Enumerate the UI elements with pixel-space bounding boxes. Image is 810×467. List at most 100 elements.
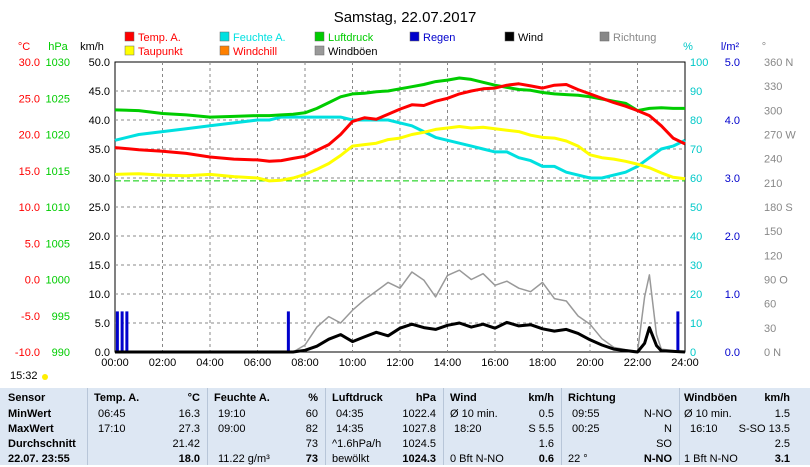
table-separator: [561, 388, 562, 465]
table-cell: 11.22 g/m³: [218, 453, 270, 465]
y-tick-label-direction: 330: [764, 81, 782, 93]
row-label-min: MinWert: [8, 408, 52, 420]
table-cell: 04:35: [336, 408, 364, 420]
x-tick-label: 22:00: [624, 357, 652, 369]
table-cell: ^1.6hPa/h: [332, 438, 382, 450]
table-unit: %: [308, 392, 318, 404]
y-tick-label-rain: 5.0: [725, 57, 740, 69]
table-cell: 73: [305, 438, 318, 450]
y-tick-label-humidity: 60: [690, 173, 702, 185]
y-tick-label-direction: 210: [764, 178, 782, 190]
table-cell: 73: [305, 453, 318, 465]
y-tick-label-pressure: 1020: [46, 130, 70, 142]
table-unit: km/h: [528, 392, 554, 404]
legend-swatch: [314, 45, 325, 56]
table-cell: SO: [656, 438, 672, 450]
current-time-label: 15:32: [10, 370, 38, 382]
x-tick-label: 10:00: [339, 357, 367, 369]
table-cell: 18:20: [454, 423, 482, 435]
y-tick-label-direction: 180 S: [764, 202, 793, 214]
chart-axes: 00:00 02:00 04:00 06:00 08:00 10:00 12:00 14:00…: [15, 41, 796, 369]
axis-unit-rain: l/m²: [721, 41, 740, 53]
y-tick-label-pressure: 1010: [46, 202, 70, 214]
x-tick-label: 12:00: [386, 357, 414, 369]
axis-unit-direction: °: [762, 41, 766, 53]
rain-bar: [115, 311, 119, 352]
y-tick-label-direction: 30: [764, 323, 776, 335]
x-tick-label: 20:00: [576, 357, 604, 369]
y-tick-label-wind: 50.0: [89, 57, 110, 69]
legend-label: Temp. A.: [138, 32, 181, 44]
x-tick-label: 24:00: [671, 357, 699, 369]
legend-label: Wind: [518, 32, 543, 44]
table-cell: 2.5: [774, 438, 790, 450]
x-tick-label: 02:00: [149, 357, 177, 369]
y-tick-label-wind: 40.0: [89, 115, 110, 127]
table-cell: 60: [305, 408, 318, 420]
table-unit: km/h: [764, 392, 790, 404]
series-line-taupunkt: [114, 125, 686, 183]
row-label-avg: Durchschnitt: [8, 438, 76, 450]
legend-label: Luftdruck: [328, 32, 374, 44]
y-tick-label-pressure: 1025: [46, 93, 70, 105]
legend-label: Regen: [423, 32, 455, 44]
plot-area: [114, 76, 686, 354]
table-cell: 1.5: [774, 408, 790, 420]
y-tick-label-humidity: 70: [690, 144, 702, 156]
table-unit: °C: [187, 392, 200, 404]
table-cell: S 5.5: [528, 423, 554, 435]
y-tick-label-rain: 2.0: [725, 231, 740, 243]
series-line-wind: [115, 320, 686, 354]
y-tick-label-pressure: 995: [52, 311, 70, 323]
table-col-pressure: Luftdruck hPa 04:35 1022.4 14:35 1027.8 ^1.…: [332, 388, 438, 465]
table-cell: 1022.4: [402, 408, 436, 420]
y-tick-label-temp: 5.0: [25, 238, 40, 250]
statistics-table: Sensor MinWert MaxWert Durchschnitt 22.0…: [0, 388, 810, 465]
table-cell: 17:10: [98, 423, 126, 435]
table-cell: 82: [305, 423, 318, 435]
y-tick-label-humidity: 80: [690, 115, 702, 127]
table-cell: 16.3: [178, 408, 200, 420]
y-tick-label-rain: 0.0: [725, 347, 740, 359]
table-separator: [87, 388, 88, 465]
y-tick-label-wind: 15.0: [89, 260, 110, 272]
y-tick-label-humidity: 40: [690, 231, 702, 243]
y-tick-label-pressure: 1005: [46, 238, 70, 250]
table-col-sensor: Sensor MinWert MaxWert Durchschnitt 22.0…: [8, 388, 86, 465]
series-line-feuchte-a-: [114, 115, 686, 180]
table-cell: N-NO: [643, 453, 672, 465]
table-cell: 06:45: [98, 408, 126, 420]
y-tick-label-wind: 20.0: [89, 231, 110, 243]
table-cell: 09:55: [572, 408, 600, 420]
table-cell: 1024.3: [402, 453, 436, 465]
y-tick-label-direction: 360 N: [764, 57, 793, 69]
y-tick-label-rain: 1.0: [725, 289, 740, 301]
rain-bar: [286, 311, 290, 352]
y-tick-label-temp: 30.0: [19, 57, 40, 69]
table-cell: 16:10: [690, 423, 718, 435]
legend-swatch: [599, 31, 610, 42]
table-cell: Ø 10 min.: [450, 408, 498, 420]
table-cell: 21.42: [172, 438, 200, 450]
y-tick-label-temp: 0.0: [25, 275, 40, 287]
table-separator: [443, 388, 444, 465]
y-tick-label-temp: 15.0: [19, 166, 40, 178]
table-cell: 1.6: [538, 438, 554, 450]
table-cell: 00:25: [572, 423, 600, 435]
table-cell: 3.1: [774, 453, 790, 465]
table-col-temp: Temp. A. °C 06:45 16.3 17:10 27.3 21.42 18.…: [94, 388, 202, 465]
y-tick-label-temp: 20.0: [19, 130, 40, 142]
table-header: Feuchte A.: [214, 392, 270, 404]
legend-swatch: [504, 31, 515, 42]
y-tick-label-wind: 35.0: [89, 144, 110, 156]
table-col-wind: Wind km/h Ø 10 min. 0.5 18:20 S 5.5 1.6 0 B…: [450, 388, 556, 465]
table-cell: N: [664, 423, 672, 435]
axis-unit-pressure: hPa: [48, 41, 68, 53]
y-tick-label-temp: 10.0: [19, 202, 40, 214]
y-tick-label-wind: 0.0: [95, 347, 110, 359]
axis-unit-humidity: %: [683, 41, 693, 53]
table-cell: 0 Bft N-NO: [450, 453, 504, 465]
rain-bar: [125, 311, 129, 352]
row-label-current: 22.07. 23:55: [8, 453, 70, 465]
table-separator: [325, 388, 326, 465]
